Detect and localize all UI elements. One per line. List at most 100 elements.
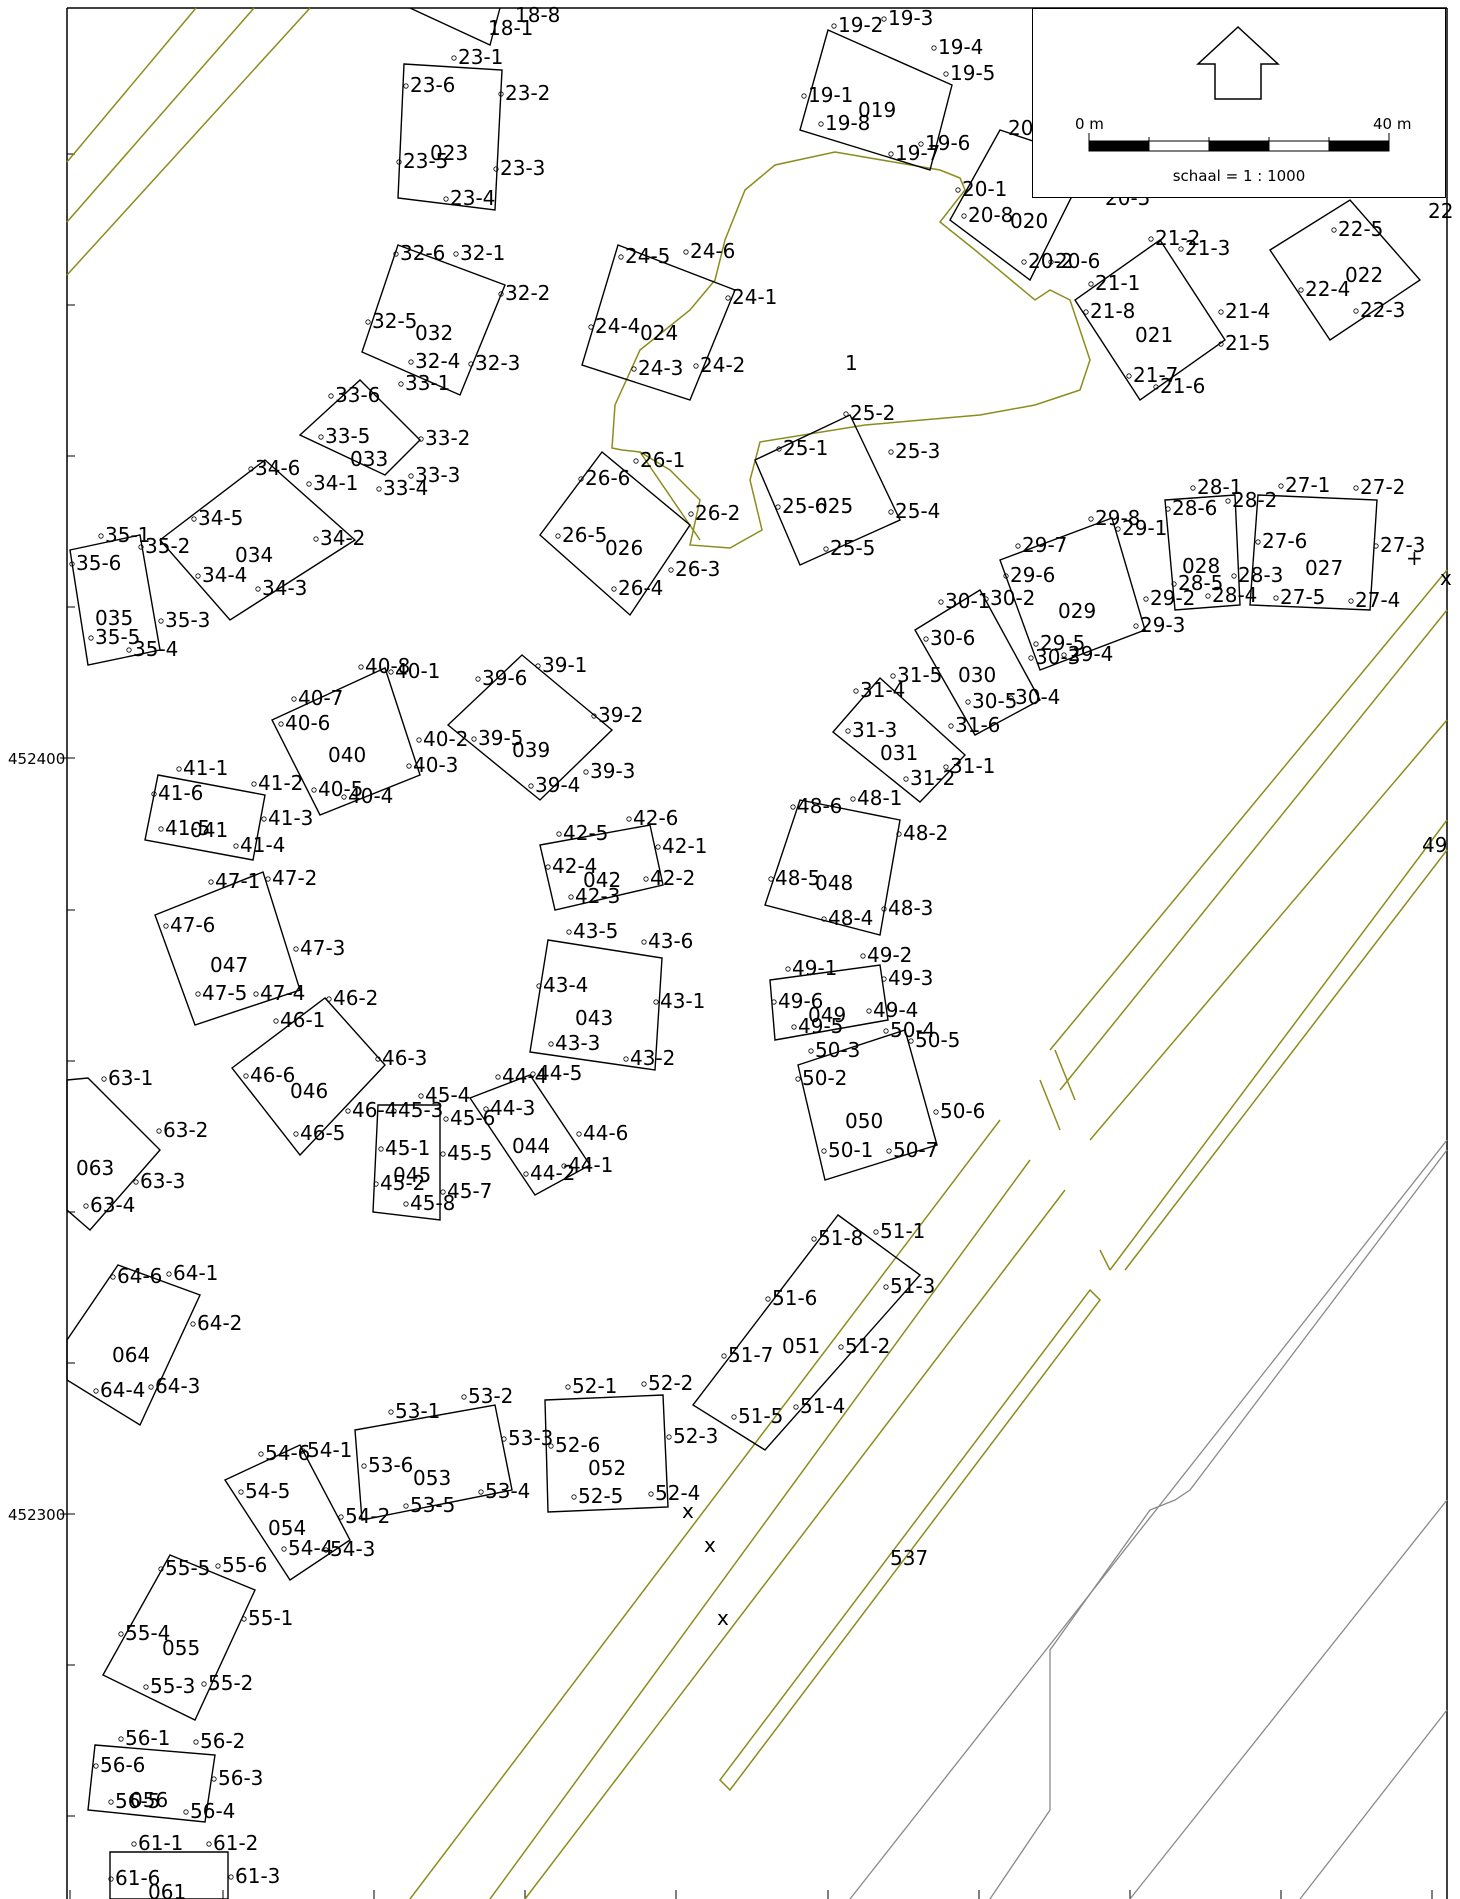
corner-point-23-6 bbox=[403, 83, 409, 89]
y-axis-label-upper: 452400 bbox=[8, 750, 65, 768]
corner-point-47-2 bbox=[265, 876, 271, 882]
corner-point-45-8 bbox=[403, 1201, 409, 1207]
corner-point-28-4 bbox=[1205, 593, 1211, 599]
legend-graphics bbox=[1088, 25, 1390, 152]
corner-label-40-3: 40-3 bbox=[413, 753, 458, 777]
corner-label-61-2: 61-2 bbox=[213, 1831, 258, 1855]
corner-point-32-1 bbox=[453, 251, 459, 257]
corner-label-42-4: 42-4 bbox=[552, 854, 597, 878]
corner-label-40-6: 40-6 bbox=[285, 711, 330, 735]
parcel-053 bbox=[354, 1404, 513, 1521]
corner-label-31-6: 31-6 bbox=[955, 713, 1000, 737]
building-id-048: 048 bbox=[815, 871, 853, 895]
corner-label-42-1: 42-1 bbox=[662, 834, 707, 858]
corner-point-55-2 bbox=[201, 1681, 207, 1687]
corner-label-27-2: 27-2 bbox=[1360, 475, 1405, 499]
corner-label-46-3: 46-3 bbox=[382, 1046, 427, 1070]
corner-label-51-7: 51-7 bbox=[728, 1343, 773, 1367]
corner-point-64-2 bbox=[190, 1321, 196, 1327]
corner-point-29-6 bbox=[1003, 573, 1009, 579]
corner-label-19-7: 19-7 bbox=[895, 141, 940, 165]
building-id-051: 051 bbox=[782, 1334, 820, 1358]
corner-point-44-1 bbox=[561, 1163, 567, 1169]
corner-point-56-1 bbox=[118, 1736, 124, 1742]
corner-label-48-4: 48-4 bbox=[828, 906, 873, 930]
corner-label-23-5: 23-5 bbox=[403, 149, 448, 173]
corner-label-53-6: 53-6 bbox=[368, 1453, 413, 1477]
corner-point-40-1 bbox=[388, 669, 394, 675]
parcel-025 bbox=[754, 414, 901, 566]
parcel-030 bbox=[914, 589, 1041, 736]
corner-point-24-6 bbox=[683, 249, 689, 255]
corner-label-19-2: 19-2 bbox=[838, 13, 883, 37]
corner-label-42-3: 42-3 bbox=[575, 884, 620, 908]
corner-label-35-4: 35-4 bbox=[133, 637, 178, 661]
parcel-043 bbox=[529, 939, 663, 1071]
corner-label-31-4: 31-4 bbox=[860, 678, 905, 702]
svg-text:x: x bbox=[1440, 566, 1452, 590]
road-outline-lines bbox=[849, 1139, 1448, 1899]
parcel-028 bbox=[1164, 494, 1241, 611]
corner-label-43-5: 43-5 bbox=[573, 919, 618, 943]
corner-label-51-6: 51-6 bbox=[772, 1286, 817, 1310]
parcel-022 bbox=[1269, 199, 1422, 341]
corner-label-46-6: 46-6 bbox=[250, 1063, 295, 1087]
corner-label-41-3: 41-3 bbox=[268, 806, 313, 830]
svg-text:x: x bbox=[717, 1606, 729, 1630]
corner-point-42-2 bbox=[643, 876, 649, 882]
corner-point-41-5 bbox=[158, 826, 164, 832]
corner-point-31-5 bbox=[890, 673, 896, 679]
corner-label-19-3: 19-3 bbox=[888, 6, 933, 30]
corner-label-19-5: 19-5 bbox=[950, 61, 995, 85]
building-id-034: 034 bbox=[235, 543, 273, 567]
corner-point-35-6 bbox=[69, 561, 75, 567]
corner-point-33-6 bbox=[328, 393, 334, 399]
corner-point-25-1 bbox=[776, 446, 782, 452]
corner-label-21-6: 21-6 bbox=[1160, 374, 1205, 398]
building-id-044: 044 bbox=[512, 1134, 550, 1158]
corner-point-31-4 bbox=[853, 688, 859, 694]
corner-point-50-5 bbox=[908, 1038, 914, 1044]
parcel-033 bbox=[298, 379, 421, 476]
corner-label-31-5: 31-5 bbox=[897, 663, 942, 687]
corner-point-52-3 bbox=[666, 1434, 672, 1440]
building-id-045: 045 bbox=[393, 1163, 431, 1187]
corner-label-29-6: 29-6 bbox=[1010, 563, 1055, 587]
corner-point-55-6 bbox=[215, 1563, 221, 1569]
corner-label-43-2: 43-2 bbox=[630, 1046, 675, 1070]
corner-point-27-4 bbox=[1348, 598, 1354, 604]
corner-point-29-7 bbox=[1015, 543, 1021, 549]
corner-label-40-2: 40-2 bbox=[423, 727, 468, 751]
corner-label-45-5: 45-5 bbox=[447, 1141, 492, 1165]
corner-point-33-2 bbox=[418, 436, 424, 442]
corner-label-53-3: 53-3 bbox=[508, 1426, 553, 1450]
corner-label-34-1: 34-1 bbox=[313, 471, 358, 495]
building-id-054: 054 bbox=[268, 1516, 306, 1540]
corner-label-34-4: 34-4 bbox=[202, 563, 247, 587]
corner-point-51-4 bbox=[793, 1404, 799, 1410]
corner-point-49-2 bbox=[860, 953, 866, 959]
corner-point-32-3 bbox=[468, 361, 474, 367]
corner-label-32-2: 32-2 bbox=[505, 281, 550, 305]
building-id-021: 021 bbox=[1135, 323, 1173, 347]
corner-label-30-2: 30-2 bbox=[990, 586, 1035, 610]
corner-label-61-1: 61-1 bbox=[138, 1831, 183, 1855]
corner-label-31-1: 31-1 bbox=[950, 754, 995, 778]
corner-point-64-4 bbox=[93, 1388, 99, 1394]
corner-label-55-4: 55-4 bbox=[125, 1621, 170, 1645]
corner-point-19-7 bbox=[888, 151, 894, 157]
corner-label-49-1: 49-1 bbox=[792, 956, 837, 980]
partial-label-18-1: 18-1 bbox=[488, 16, 533, 40]
corner-point-54-2 bbox=[338, 1514, 344, 1520]
corner-label-21-4: 21-4 bbox=[1225, 299, 1270, 323]
corner-label-46-2: 46-2 bbox=[333, 986, 378, 1010]
corner-point-46-5 bbox=[293, 1131, 299, 1137]
corner-point-56-6 bbox=[93, 1763, 99, 1769]
corner-label-39-4: 39-4 bbox=[535, 773, 580, 797]
corner-point-44-2 bbox=[523, 1171, 529, 1177]
corner-label-49-6: 49-6 bbox=[778, 989, 823, 1013]
corner-label-46-5: 46-5 bbox=[300, 1121, 345, 1145]
corner-point-34-4 bbox=[195, 573, 201, 579]
corner-label-27-3: 27-3 bbox=[1380, 533, 1425, 557]
corner-label-52-3: 52-3 bbox=[673, 1424, 718, 1448]
